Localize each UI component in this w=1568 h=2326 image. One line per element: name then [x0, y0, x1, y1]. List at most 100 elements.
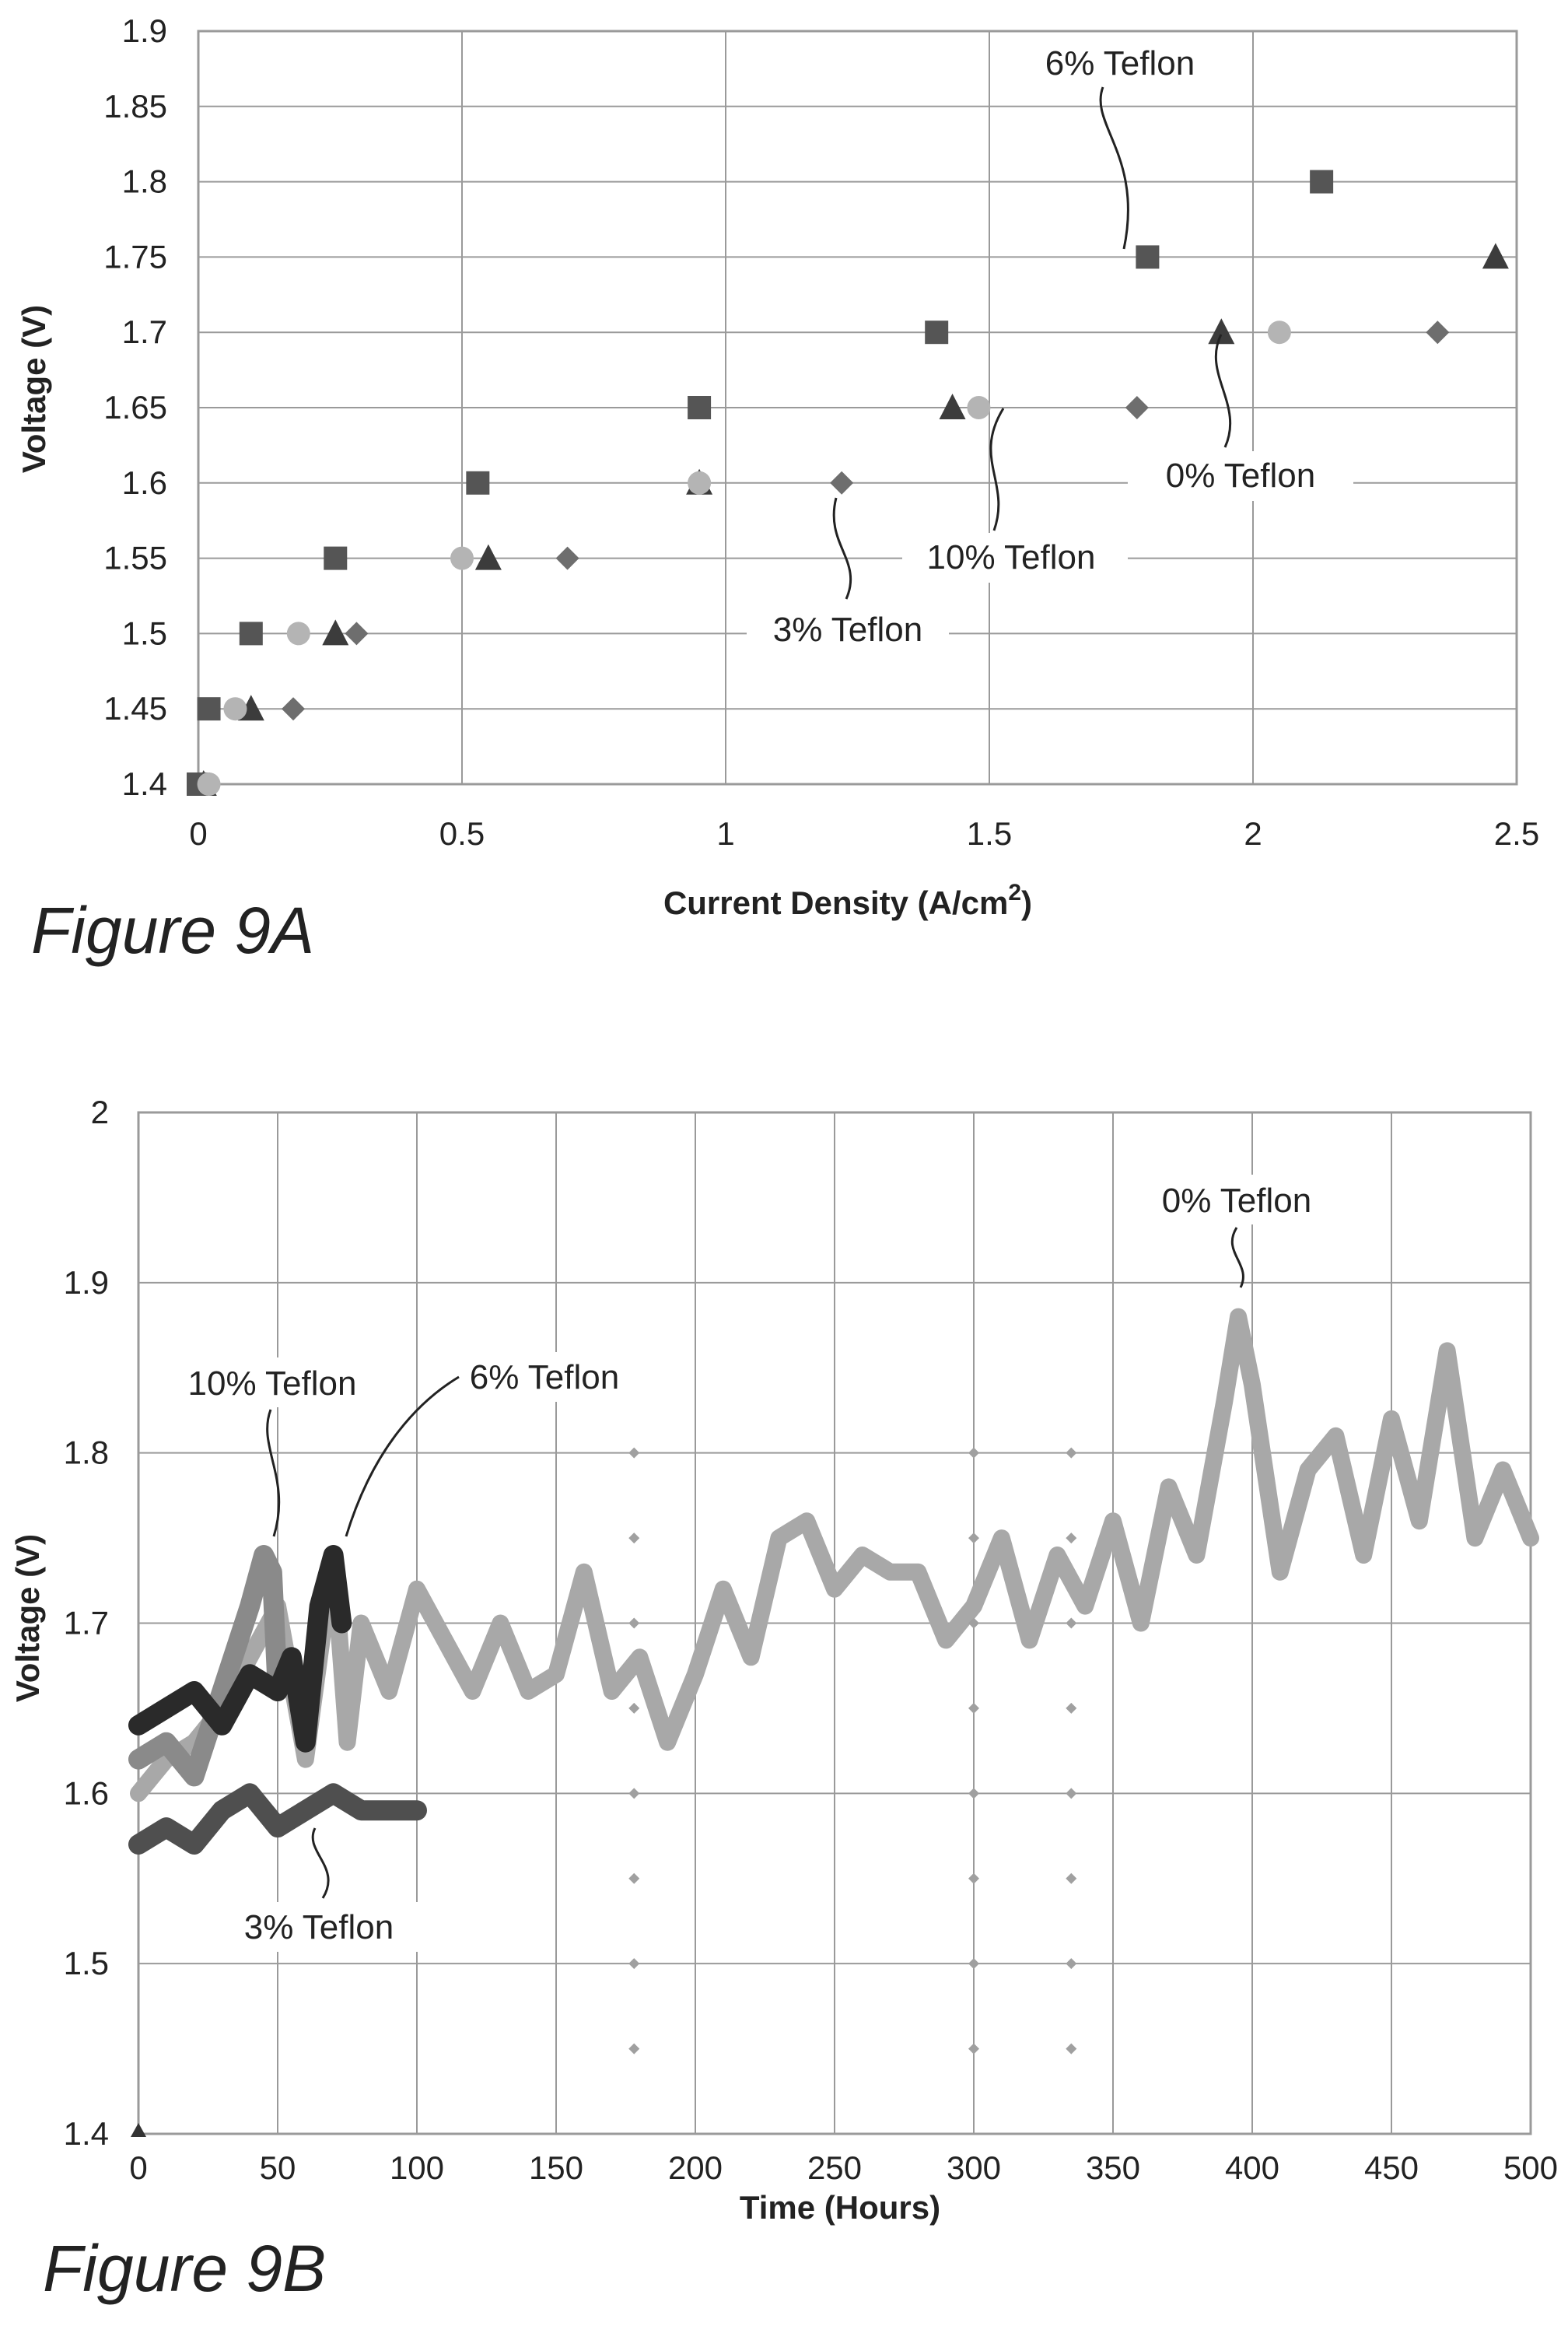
diamond-marker-9b — [628, 1447, 640, 1459]
annotation-10pct-9b: 10% Teflon — [167, 1357, 377, 1537]
data-point-0pct-teflon — [322, 619, 349, 646]
svg-text:6% Teflon: 6% Teflon — [470, 1358, 619, 1396]
data-point-6pct-teflon — [688, 396, 712, 419]
gridlines-9a — [198, 30, 1517, 785]
svg-text:3% Teflon: 3% Teflon — [773, 611, 922, 649]
diamond-marker-9b — [628, 1702, 640, 1714]
x-tick-label-9b: 200 — [668, 2149, 723, 2186]
data-point-10pct-teflon — [286, 622, 310, 646]
data-point-6pct-teflon — [925, 321, 949, 345]
diamond-marker-9b — [968, 1702, 979, 1714]
y-tick-label-9a: 1.45 — [103, 690, 167, 727]
y-tick-label-9a: 1.6 — [122, 464, 167, 501]
series-line-6pct-teflon-9b — [128, 1545, 352, 1753]
annotation-0pct-9a: 0% Teflon — [1128, 334, 1353, 501]
data-point-3pct-teflon — [830, 471, 854, 495]
y-tick-label-9a: 1.7 — [122, 314, 167, 350]
x-tick-label-9b: 450 — [1364, 2149, 1419, 2186]
svg-text:6% Teflon: 6% Teflon — [1045, 44, 1195, 82]
y-tick-label-9b: 1.9 — [64, 1264, 109, 1301]
data-point-0pct-teflon — [1482, 243, 1509, 269]
x-tick-label-9b: 50 — [260, 2149, 296, 2186]
diamond-marker-9b — [1066, 1533, 1077, 1544]
diamond-marker-9b — [968, 1447, 979, 1459]
y-tick-label-9b: 1.6 — [64, 1774, 109, 1811]
x-tick-label-9b: 350 — [1086, 2149, 1140, 2186]
diamond-marker-9b — [628, 1872, 640, 1884]
figure-caption-9a: Figure 9A — [31, 894, 314, 967]
y-tick-label-9a: 1.5 — [122, 615, 167, 651]
diamond-marker-9b — [968, 2043, 979, 2055]
diamond-marker-9b — [968, 1788, 979, 1799]
diamond-marker-9b — [1066, 1617, 1077, 1629]
gridlines-9b — [138, 1112, 1531, 2135]
dotted-column-9b — [968, 1447, 979, 2055]
series-line-3pct-teflon-9b — [128, 1783, 427, 1855]
diamond-marker-9b — [628, 1617, 640, 1629]
series-0pct-teflon-9a — [190, 243, 1509, 796]
y-axis-label-9a: Voltage (V) — [16, 305, 52, 473]
annotation-3pct-9a: 3% Teflon — [747, 497, 949, 655]
annotation-3pct-9b: 3% Teflon — [222, 1827, 424, 1952]
annotation-6pct-9a: 6% Teflon — [1011, 39, 1237, 250]
diamond-marker-9b — [968, 1533, 979, 1544]
y-tick-label-9b: 1.5 — [64, 1945, 109, 1981]
y-tick-label-9a: 1.4 — [122, 765, 167, 802]
x-axis-label-9b: Time (Hours) — [740, 2189, 940, 2226]
annotation-0pct-9b: 0% Teflon — [1136, 1175, 1338, 1288]
diamond-marker-9b — [1066, 1788, 1077, 1799]
diamond-marker-9b — [968, 1958, 979, 1970]
data-point-6pct-teflon — [1310, 170, 1334, 194]
svg-text:10% Teflon: 10% Teflon — [927, 538, 1096, 576]
x-tick-label-9a: 2 — [1244, 815, 1262, 852]
data-point-10pct-teflon — [688, 471, 712, 495]
y-tick-label-9a: 1.9 — [122, 12, 167, 49]
chart-9b: 1.4 1.5 1.6 1.7 1.8 1.9 2 0 50 100 150 200 250 300 35… — [9, 1094, 1558, 2305]
data-point-3pct-teflon — [282, 697, 306, 721]
y-tick-label-9b: 1.4 — [64, 2115, 109, 2152]
y-tick-label-9a: 1.75 — [103, 238, 167, 275]
series-10pct-teflon-9a — [197, 321, 1291, 796]
data-point-0pct-teflon — [1208, 318, 1235, 345]
x-tick-label-9b: 400 — [1225, 2149, 1279, 2186]
diamond-marker-9b — [1066, 1958, 1077, 1970]
y-tick-label-9b: 1.7 — [64, 1605, 109, 1641]
diamond-marker-9b — [968, 1872, 979, 1884]
x-tick-label-9b: 300 — [947, 2149, 1001, 2186]
x-tick-label-9b: 150 — [529, 2149, 583, 2186]
diamond-marker-9b — [1066, 1447, 1077, 1459]
figure-caption-9b: Figure 9B — [43, 2232, 326, 2305]
chart-9a: 1.4 1.45 1.5 1.55 1.6 1.65 1.7 1.75 1.8 1.85 1.9 0… — [16, 12, 1539, 967]
data-point-6pct-teflon — [466, 471, 490, 495]
annotation-10pct-9a: 10% Teflon — [902, 408, 1128, 583]
data-point-6pct-teflon — [1136, 245, 1160, 269]
svg-text:0% Teflon: 0% Teflon — [1162, 1182, 1311, 1220]
data-point-3pct-teflon — [1125, 396, 1149, 419]
series-line-10pct-teflon-9b — [128, 1545, 288, 1787]
diamond-marker-9b — [628, 2043, 640, 2055]
x-tick-label-9a: 0.5 — [439, 815, 485, 852]
dotted-column-9b — [628, 1447, 640, 2055]
y-tick-labels-9a: 1.4 1.45 1.5 1.55 1.6 1.65 1.7 1.75 1.8 1.85 1.9 — [103, 12, 167, 802]
x-axis-label-9a: Current Density (A/cm2) — [663, 880, 1032, 921]
data-point-0pct-teflon — [474, 544, 502, 570]
annotation-6pct-9b: 6% Teflon — [345, 1352, 649, 1537]
diamond-marker-9b — [1066, 1872, 1077, 1884]
data-point-3pct-teflon — [345, 622, 369, 646]
y-tick-labels-9b: 1.4 1.5 1.6 1.7 1.8 1.9 2 — [64, 1094, 109, 2152]
diamond-marker-9b — [628, 1533, 640, 1544]
x-tick-label-9b: 100 — [390, 2149, 444, 2186]
x-tick-label-9a: 1 — [716, 815, 734, 852]
x-tick-label-9b: 250 — [807, 2149, 862, 2186]
y-tick-label-9a: 1.85 — [103, 88, 167, 124]
data-point-10pct-teflon — [223, 697, 247, 721]
y-tick-label-9b: 1.8 — [64, 1434, 109, 1471]
y-tick-label-9a: 1.8 — [122, 163, 167, 200]
data-point-10pct-teflon — [1267, 321, 1291, 345]
origin-marker-9b — [131, 2123, 146, 2137]
data-point-6pct-teflon — [239, 622, 263, 646]
svg-text:3% Teflon: 3% Teflon — [244, 1908, 394, 1946]
y-tick-label-9a: 1.55 — [103, 540, 167, 576]
data-points-9a — [187, 170, 1509, 796]
